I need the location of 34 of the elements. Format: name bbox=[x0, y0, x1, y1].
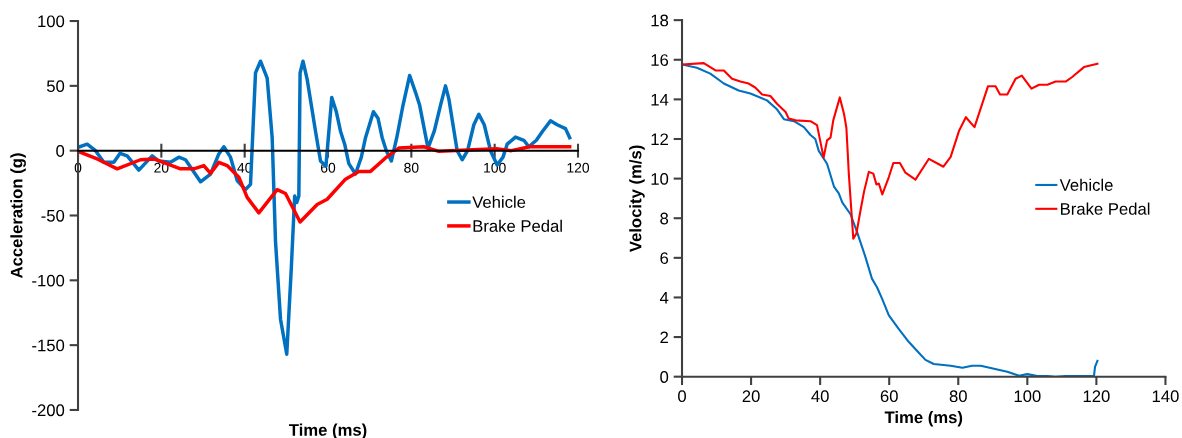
y-tick-label: 6 bbox=[660, 252, 669, 265]
x-tick-label: 0 bbox=[678, 390, 686, 403]
legend-label: Vehicle bbox=[1059, 178, 1113, 191]
y-tick-label: 0 bbox=[56, 145, 65, 157]
y-tick-label: 50 bbox=[46, 80, 65, 93]
y-tick-label: 8 bbox=[660, 212, 669, 225]
x-tick-label: 80 bbox=[949, 390, 967, 403]
y-tick-label: 2 bbox=[660, 331, 668, 344]
y-tick-label: -100 bbox=[32, 274, 65, 287]
legend-label: Brake Pedal bbox=[473, 219, 562, 232]
x-tick-label: 140 bbox=[1152, 390, 1179, 403]
x-axis-title: Time (ms) bbox=[884, 410, 963, 427]
y-tick-label: 12 bbox=[651, 133, 668, 146]
x-tick-label: 120 bbox=[1083, 390, 1110, 403]
y-tick-label: -150 bbox=[32, 339, 65, 352]
y-tick-label: 4 bbox=[659, 292, 669, 304]
y-tick-label: 100 bbox=[38, 15, 65, 28]
x-tick-label: 40 bbox=[811, 390, 829, 403]
y-tick-label: 14 bbox=[651, 93, 669, 106]
legend-label: Brake Pedal bbox=[1061, 202, 1150, 215]
y-tick-label: 0 bbox=[660, 371, 669, 383]
x-tick-label: 60 bbox=[880, 390, 898, 403]
y-tick-label: 10 bbox=[651, 173, 669, 185]
y-tick-label: 16 bbox=[651, 54, 669, 66]
x-tick-label: 100 bbox=[1014, 390, 1041, 403]
x-tick-label: 120 bbox=[567, 162, 590, 173]
x-tick-label: 20 bbox=[742, 390, 760, 403]
y-axis-title: Velocity (m/s) bbox=[629, 145, 645, 253]
y-tick-label: -50 bbox=[41, 209, 65, 222]
legend-label: Vehicle bbox=[472, 195, 526, 209]
y-tick-label: 18 bbox=[651, 14, 669, 27]
y-tick-label: -200 bbox=[32, 404, 65, 417]
y-axis-title: Acceleration (g) bbox=[10, 153, 26, 279]
x-tick-label: 80 bbox=[404, 162, 419, 173]
